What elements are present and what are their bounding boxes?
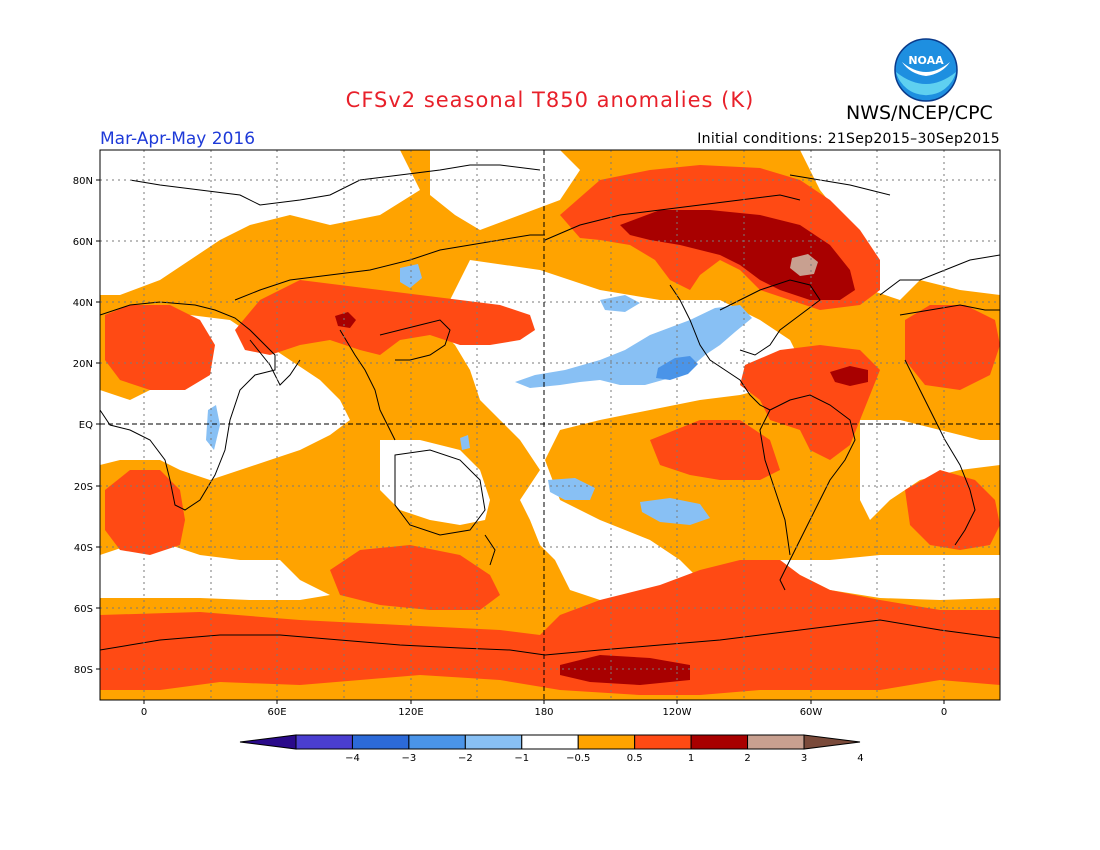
lat-label: 60N [73, 237, 93, 248]
colorbar-box [464, 734, 523, 750]
axis-ticks [96, 179, 945, 704]
lon-label: 60W [800, 707, 823, 718]
colorbar-box [690, 734, 749, 750]
colorbar-tick-label: −2 [458, 753, 473, 764]
graticule [100, 150, 1000, 700]
colorbar-tick-label: 3 [801, 753, 807, 764]
colorbar-tick-label: 0.5 [627, 753, 643, 764]
positive-2-3-regions [335, 210, 868, 685]
lon-label: 120W [663, 707, 692, 718]
lat-label: 20S [74, 482, 93, 493]
colorbar-tick-label: 4 [857, 753, 863, 764]
colorbar-high-arrow [803, 734, 861, 750]
lon-label: 0 [141, 707, 147, 718]
initial-conditions-label: Initial conditions: 21Sep2015–30Sep2015 [697, 131, 1000, 147]
colorbar-tick-label: 1 [688, 753, 694, 764]
lon-label: 180 [534, 707, 553, 718]
lon-label: 60E [267, 707, 286, 718]
agency-label: NWS/NCEP/CPC [846, 102, 993, 124]
map-border [99, 149, 1001, 701]
lon-label: 120E [398, 707, 423, 718]
colorbar-low-arrow [239, 734, 297, 750]
lat-label: EQ [79, 420, 93, 431]
colorbar: −4 −3 −2 −1 −0.5 0.5 1 2 3 4 [239, 734, 864, 764]
lat-label: 20N [73, 359, 93, 370]
neutral-regions [100, 150, 1000, 610]
lat-label: 40S [74, 543, 93, 554]
colorbar-box [295, 734, 353, 750]
season-label: Mar-Apr-May 2016 [100, 129, 256, 149]
lat-label: 40N [73, 298, 93, 309]
colorbar-tick-label: −3 [402, 753, 417, 764]
lat-label: 80S [74, 665, 93, 676]
noaa-logo: NOAA [894, 38, 958, 102]
colorbar-box [634, 734, 692, 750]
colorbar-box [351, 734, 410, 750]
lon-labels: 0 60E 120E 180 120W 60W 0 [141, 707, 947, 718]
chart-title: CFSv2 seasonal T850 anomalies (K) [345, 88, 755, 112]
colorbar-tick-label: 2 [744, 753, 750, 764]
colorbar-box [747, 734, 805, 750]
svg-text:NOAA: NOAA [908, 54, 944, 67]
coastlines [100, 164, 1000, 656]
lat-label: 80N [73, 176, 93, 187]
anomaly-field [100, 150, 1000, 700]
colorbar-box [577, 734, 636, 750]
colorbar-box [408, 734, 466, 750]
equator-dateline [100, 150, 1000, 700]
colorbar-tick-label: −4 [345, 753, 360, 764]
colorbar-box [521, 734, 579, 750]
lat-labels: 80N 60N 40N 20N EQ 20S 40S 60S 80S [73, 176, 93, 676]
colorbar-tick-label: −1 [514, 753, 529, 764]
lon-label: 0 [941, 707, 947, 718]
colorbar-tick-label: −0.5 [566, 753, 590, 764]
lat-label: 60S [74, 604, 93, 615]
